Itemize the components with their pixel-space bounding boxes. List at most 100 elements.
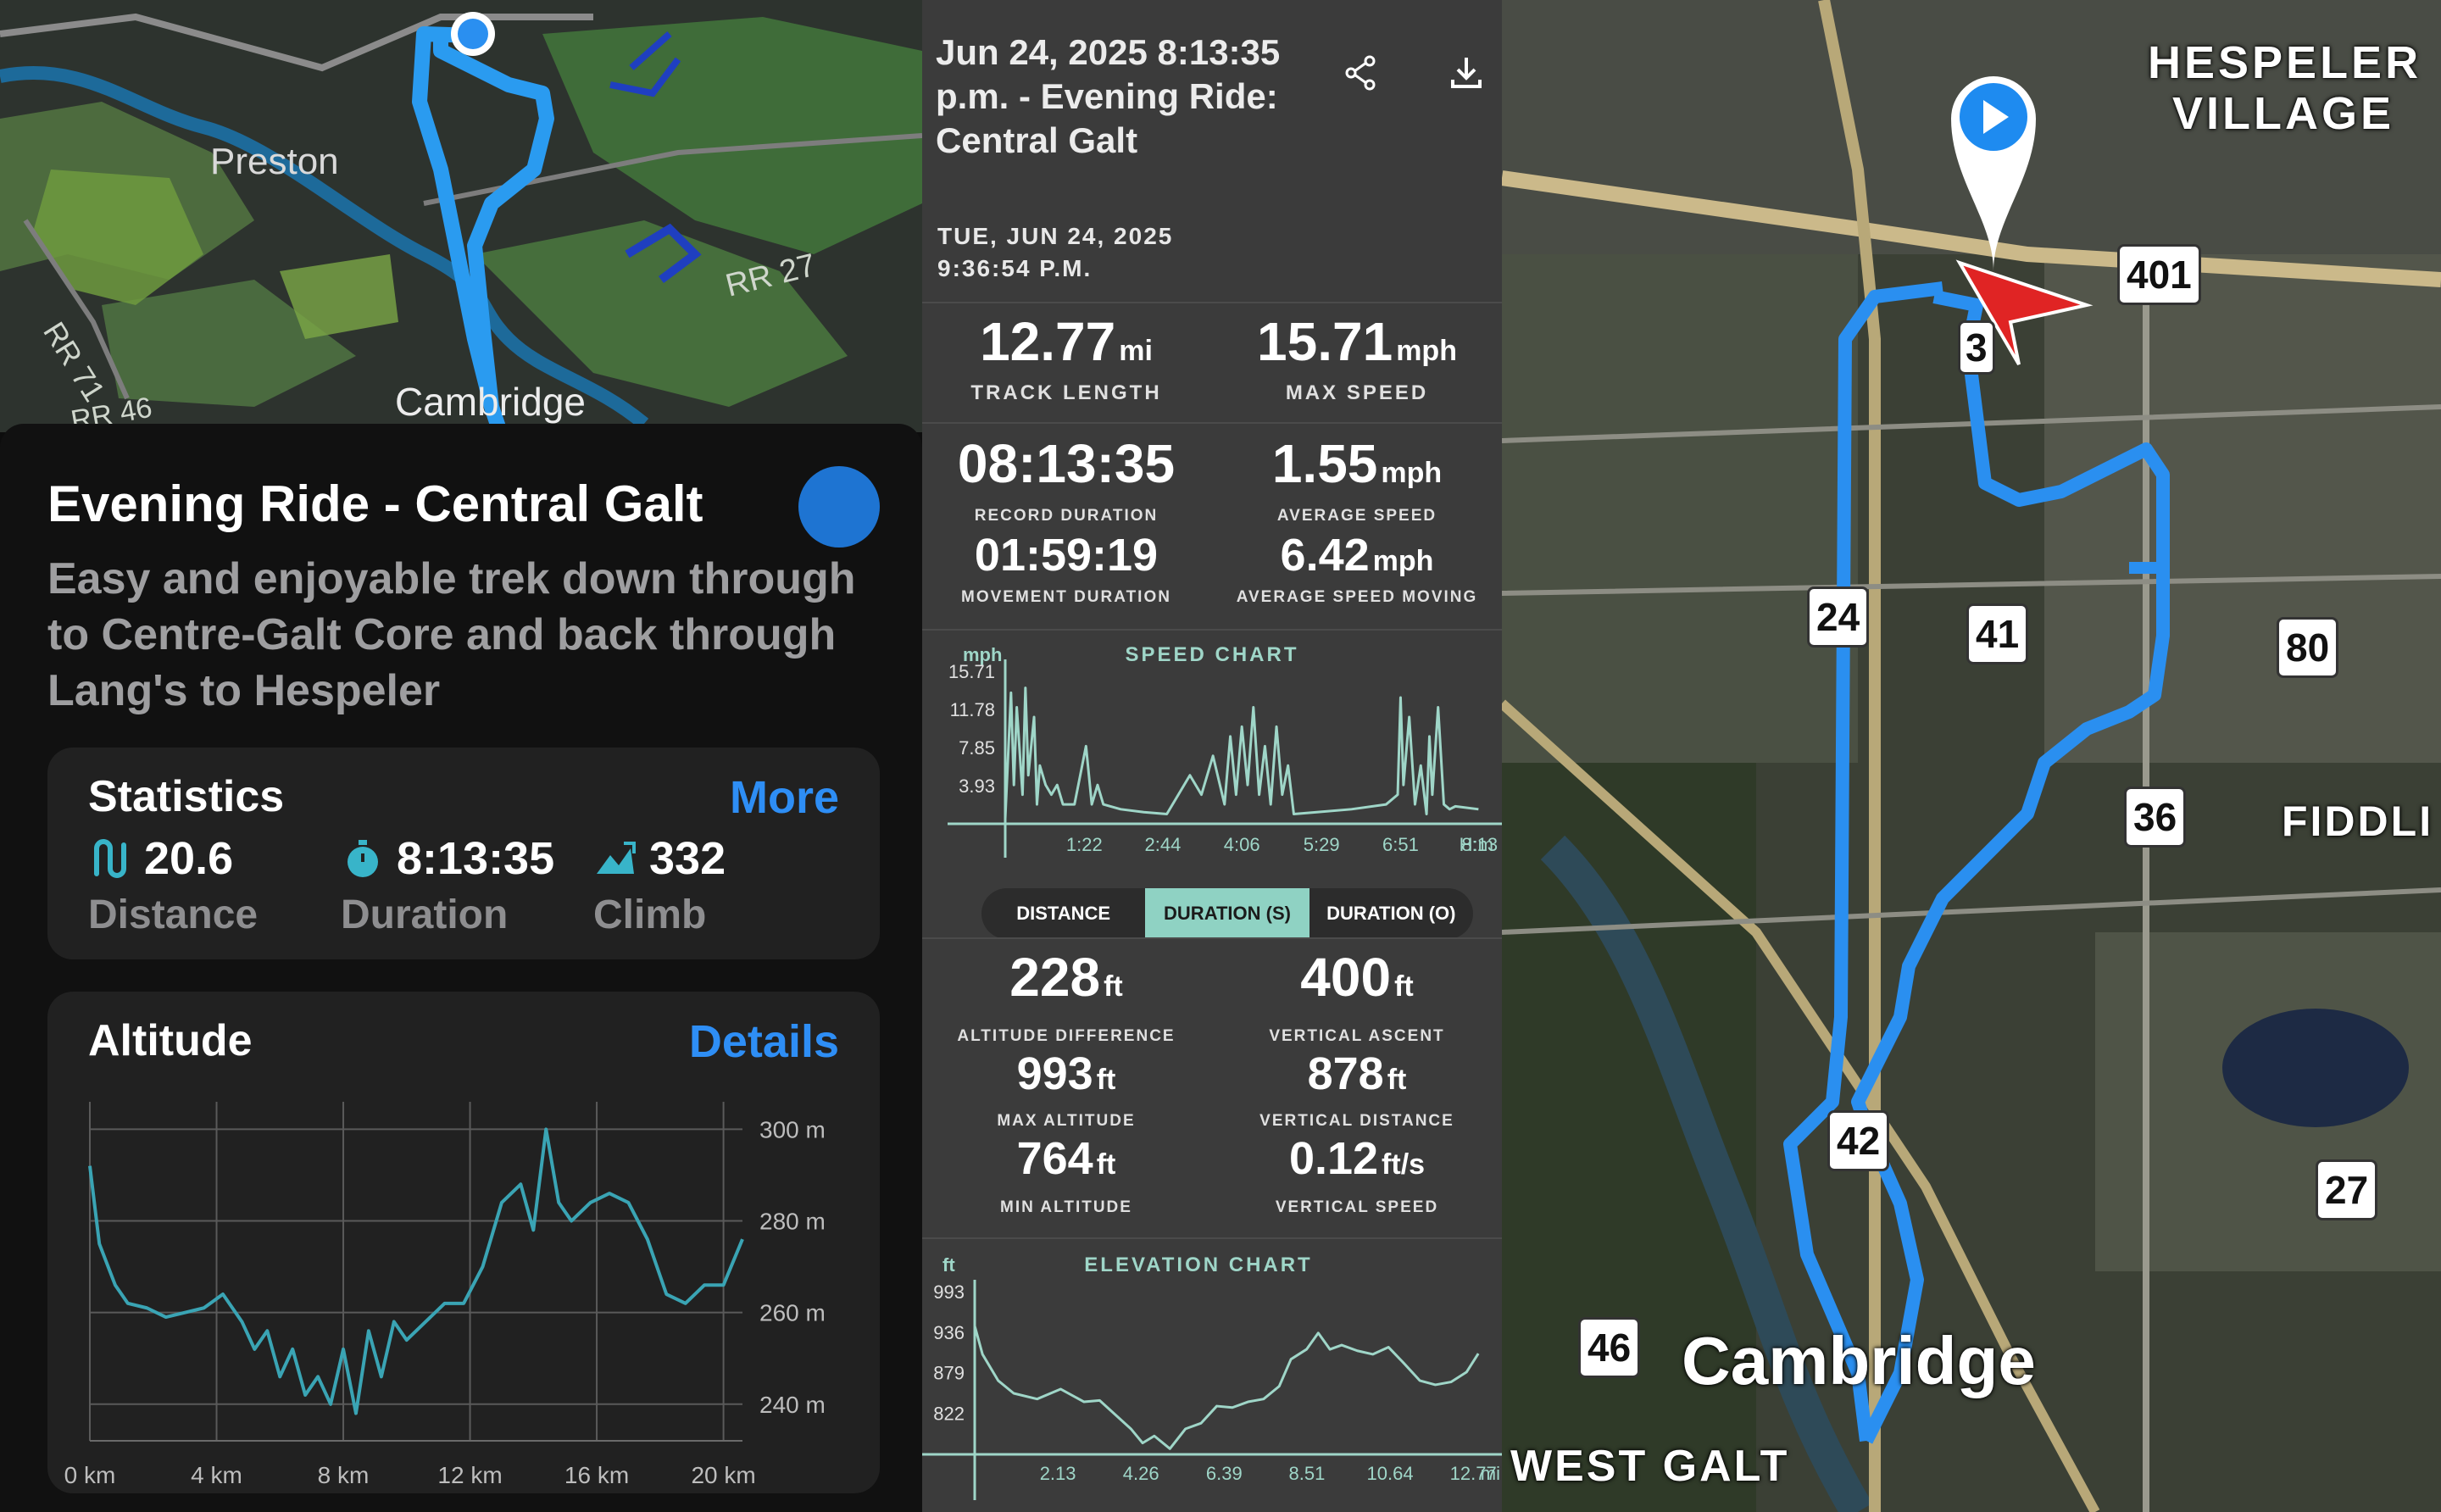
road-24-shield: 24	[1807, 586, 1870, 648]
label-hespeler-village: HESPELER VILLAGE	[2148, 37, 2422, 139]
route-summary-panel: Preston Cambridge RR 27 RR 71 RR 46 Even…	[0, 0, 922, 1512]
route-line	[412, 26, 554, 432]
y-tick-label: 15.71	[948, 661, 995, 682]
x-tick-label: 8:13	[1461, 834, 1498, 855]
road-41-shield: 41	[1966, 603, 2029, 664]
track-title: Jun 24, 2025 8:13:35 p.m. - Evening Ride…	[936, 32, 1281, 160]
y-tick-label: 7.85	[959, 737, 995, 759]
x-tick-label: 5:29	[1304, 834, 1340, 855]
elevation-chart: ELEVATION CHART ft 993 936 879 822 2.13 4.26 6.3…	[922, 1254, 1502, 1500]
altitude-card: Altitude Details 300 m 280 m 260 m 240 m 0 k…	[47, 992, 880, 1493]
movement-duration-value: 01:59:19	[974, 530, 1159, 581]
highway-401-shield: 401	[2117, 244, 2201, 305]
stat-duration-value: 8:13:35	[397, 833, 555, 884]
road-27-shield: 27	[2316, 1159, 2378, 1220]
route-color-dot[interactable]	[798, 466, 880, 548]
topo-map[interactable]: Preston Cambridge RR 27 RR 71 RR 46	[0, 0, 922, 432]
divider	[922, 937, 1502, 939]
download-icon[interactable]	[1446, 53, 1487, 93]
min-altitude-value: 764 ft	[1016, 1133, 1116, 1184]
track-length-label: TRACK LENGTH	[970, 381, 1162, 404]
stopwatch-icon	[348, 840, 378, 877]
speed-y-unit: mph	[963, 644, 1002, 665]
x-tick-label: 2:44	[1144, 834, 1181, 855]
y-tick-label: 879	[933, 1363, 965, 1384]
speed-series-line	[1004, 687, 1479, 820]
y-tick-label: 11.78	[950, 699, 995, 720]
x-tick-label: 16 km	[564, 1462, 629, 1488]
details-link[interactable]: Details	[688, 1016, 839, 1067]
y-tick-label: 280 m	[759, 1209, 826, 1235]
y-tick-label: 822	[933, 1403, 965, 1424]
y-tick-label: 3.93	[959, 775, 995, 797]
road-36-shield: 36	[2124, 787, 2187, 848]
route-icon	[94, 839, 126, 878]
divider	[922, 302, 1502, 303]
climb-icon	[597, 842, 636, 874]
vertical-speed-value: 0.12 ft/s	[1288, 1133, 1426, 1184]
x-tick-label: 4:06	[1224, 834, 1260, 855]
stat-distance-value: 20.6	[144, 833, 234, 884]
statistics-card: Statistics More 20.6 Distance 8:13:35 Du…	[47, 748, 880, 959]
y-tick-label: 993	[933, 1281, 965, 1303]
altitude-difference-value: 228 ft	[1009, 947, 1123, 1008]
speed-chart-title: SPEED CHART	[1125, 643, 1298, 666]
stat-distance-label: Distance	[88, 892, 259, 937]
avg-speed-moving-value: 6.42 mph	[1280, 530, 1434, 581]
altitude-heading: Altitude	[88, 1016, 253, 1065]
stat-distance: 20.6 Distance	[88, 832, 258, 938]
label-fiddle: FIDDLI	[2282, 798, 2434, 845]
share-icon[interactable]	[1341, 53, 1382, 93]
x-tick-label: 1:22	[1066, 834, 1103, 855]
track-subtitle: TUE, JUN 24, 2025 9:36:54 P.M.	[937, 220, 1173, 285]
max-speed-value: 15.71 mph	[1257, 311, 1457, 372]
more-link[interactable]: More	[729, 772, 839, 823]
min-altitude-label: MIN ALTITUDE	[1000, 1198, 1132, 1216]
elevation-x-unit: mi	[1481, 1463, 1500, 1484]
stat-climb-label: Climb	[593, 892, 707, 937]
track-length-value: 12.77 mi	[980, 311, 1153, 372]
x-tick-label: 8 km	[318, 1462, 370, 1488]
road-80-shield: 80	[2277, 617, 2339, 678]
satellite-map-base	[1502, 0, 2441, 1512]
road-3-shield: 3	[1958, 320, 1995, 375]
y-tick-label: 936	[933, 1322, 965, 1343]
altitude-series-line	[88, 1127, 744, 1415]
y-tick-label: 300 m	[759, 1116, 826, 1142]
x-tick-label: 20 km	[691, 1462, 755, 1488]
tab-distance[interactable]: DISTANCE	[1016, 903, 1111, 924]
x-tick-label: 4 km	[191, 1462, 242, 1488]
track-date: TUE, JUN 24, 2025	[937, 223, 1174, 249]
x-tick-label: 0 km	[64, 1462, 116, 1488]
speed-x-unit: H:m	[1460, 834, 1493, 855]
track-details-panel: Jun 24, 2025 8:13:35 p.m. - Evening Ride…	[922, 0, 1502, 1512]
record-duration-value: 08:13:35	[957, 433, 1176, 494]
stat-duration: 8:13:35 Duration	[341, 832, 554, 938]
vertical-speed-label: VERTICAL SPEED	[1275, 1198, 1439, 1216]
y-tick-label: 260 m	[759, 1300, 826, 1326]
y-tick-label: 240 m	[759, 1392, 826, 1418]
stat-climb-value: 332	[649, 833, 726, 884]
tab-duration-s[interactable]: DURATION (S)	[1145, 888, 1309, 939]
x-tick-label: 4.26	[1123, 1463, 1159, 1484]
route-description: Easy and enjoyable trek down through to …	[47, 554, 856, 715]
divider	[922, 422, 1502, 424]
x-tick-label: 6:51	[1382, 834, 1419, 855]
elevation-series-line	[973, 1326, 1480, 1450]
x-tick-label: 12 km	[437, 1462, 502, 1488]
stat-duration-label: Duration	[341, 892, 509, 937]
satellite-map[interactable]: HESPELER VILLAGE Cambridge WEST GALT FID…	[1502, 0, 2441, 1512]
route-title: Evening Ride - Central Galt	[47, 475, 703, 532]
label-cambridge: Cambridge	[1682, 1323, 2036, 1398]
vertical-ascent-value: 400 ft	[1300, 947, 1414, 1008]
road-42-shield: 42	[1827, 1110, 1890, 1171]
vertical-distance-value: 878 ft	[1307, 1048, 1407, 1099]
tab-duration-o[interactable]: DURATION (O)	[1326, 903, 1456, 924]
road-46-shield: 46	[1578, 1317, 1641, 1378]
x-tick-label: 2.13	[1040, 1463, 1076, 1484]
elevation-chart-title: ELEVATION CHART	[1084, 1254, 1312, 1276]
x-tick-label: 8.51	[1289, 1463, 1326, 1484]
statistics-heading: Statistics	[88, 772, 285, 821]
label-west-galt: WEST GALT	[1510, 1442, 1790, 1491]
